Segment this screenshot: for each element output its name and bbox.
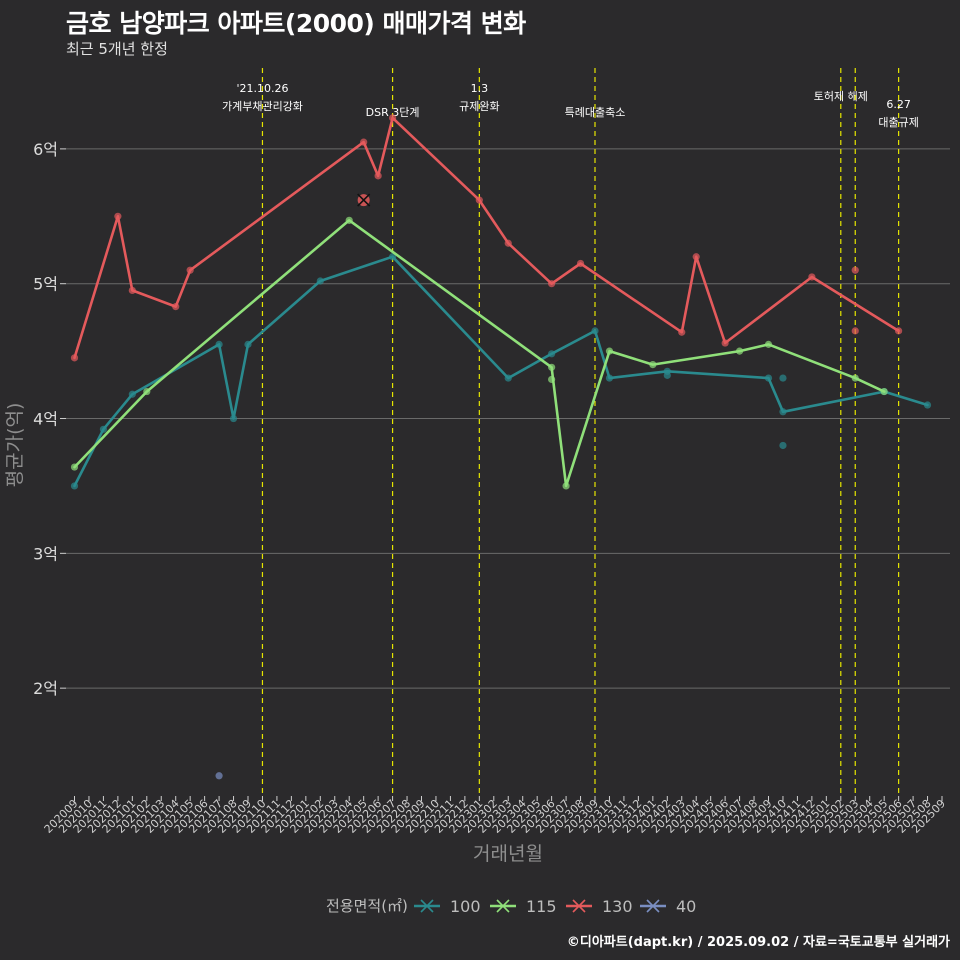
- data-point-115: [764, 340, 773, 348]
- x-axis-title: 거래년월: [473, 843, 543, 865]
- y-axis-ticks: 2억 3억 4억 5억 6억: [33, 140, 66, 698]
- data-point-130: [360, 138, 368, 146]
- data-point-130: [475, 196, 483, 204]
- data-point-130: [504, 239, 512, 247]
- y-tick-label: 2억: [33, 679, 58, 698]
- data-point-115: [345, 216, 353, 224]
- event-label: DSR 3단계: [366, 106, 420, 119]
- data-point-115: [562, 482, 570, 490]
- data-point-100: [779, 408, 787, 416]
- data-point-130: [808, 273, 816, 281]
- data-point-100: [779, 441, 787, 450]
- legend-key-cross: [572, 899, 586, 913]
- legend-label: 40: [676, 897, 696, 916]
- data-point-100: [504, 374, 512, 382]
- legend-label: 115: [526, 897, 557, 916]
- y-tick-label: 5억: [33, 275, 58, 294]
- x-marker-cross: [357, 193, 371, 207]
- data-point-100: [316, 277, 324, 285]
- data-point-130: [128, 286, 136, 295]
- chart-title: 금호 남양파크 아파트(2000) 매매가격 변화: [66, 9, 526, 38]
- legend-key-cross: [496, 899, 510, 913]
- data-point-100: [128, 390, 136, 398]
- event-label: 규제완화: [459, 100, 499, 113]
- data-point-40: [215, 772, 223, 780]
- data-point-100: [215, 340, 223, 348]
- data-point-115: [851, 374, 859, 382]
- data-point-115: [649, 360, 657, 369]
- data-point-130: [721, 339, 729, 347]
- data-point-100: [605, 374, 614, 382]
- legend-title: 전용면적(㎡): [326, 897, 408, 915]
- legend-item-130: 130: [566, 897, 633, 916]
- data-point-115: [880, 387, 888, 396]
- legend-item-100: 100: [414, 897, 481, 916]
- data-point-115: [548, 375, 556, 384]
- data-point-100: [70, 482, 79, 490]
- source-caption: ©디아파트(dapt.kr) / 2025.09.02 / 자료=국토교통부 실…: [566, 935, 950, 950]
- data-point-100: [244, 340, 252, 348]
- grid-lines: [66, 148, 950, 689]
- data-point-100: [229, 414, 238, 423]
- event-label: 가계부채관리강화: [222, 100, 303, 113]
- y-tick-label: 6억: [33, 140, 58, 159]
- data-point-130: [374, 172, 382, 180]
- event-label: 특례대출축소: [565, 106, 626, 119]
- data-point-130: [576, 259, 585, 268]
- event-label: 토허제 해제: [814, 89, 868, 103]
- series-group: [70, 114, 932, 780]
- data-point-100: [388, 253, 397, 261]
- data-point-100: [99, 425, 108, 433]
- event-label: 대출규제: [878, 116, 918, 129]
- event-lines: '21.10.26 가계부채관리강화 DSR 3단계 1.3 규제완화 특례대출축소 토허제…: [222, 68, 919, 796]
- data-point-130: [692, 253, 700, 261]
- data-point-115: [548, 363, 556, 371]
- legend-label: 100: [450, 897, 481, 916]
- data-point-100: [779, 374, 787, 382]
- data-point-130: [186, 266, 194, 274]
- data-point-130: [172, 303, 180, 311]
- x-axis-ticks: 2020092020102020112020122021012021022021…: [42, 796, 948, 836]
- data-point-115: [735, 347, 744, 355]
- data-point-130: [548, 280, 556, 288]
- data-point-130: [895, 327, 903, 335]
- series-line-130: [73, 116, 900, 360]
- data-point-115: [70, 463, 79, 471]
- data-point-100: [548, 350, 556, 358]
- event-label: '21.10.26: [236, 82, 288, 95]
- data-point-130: [851, 266, 859, 274]
- event-label: 1.3: [471, 82, 489, 95]
- data-point-115: [605, 347, 614, 355]
- data-point-100: [923, 401, 932, 409]
- legend: 전용면적(㎡) 100 115 130 40: [326, 897, 696, 916]
- data-point-100: [663, 371, 671, 379]
- y-axis-title: 평균가(억): [4, 403, 26, 488]
- data-point-130: [70, 354, 79, 362]
- event-label: 6.27: [886, 98, 911, 111]
- legend-item-115: 115: [490, 897, 557, 916]
- y-tick-label: 3억: [33, 544, 58, 563]
- data-point-100: [764, 374, 773, 382]
- chart-subtitle: 최근 5개년 한정: [66, 40, 168, 58]
- data-point-130: [851, 327, 859, 335]
- legend-key-cross: [646, 899, 660, 913]
- data-point-130: [388, 114, 397, 122]
- legend-item-40: 40: [640, 897, 696, 916]
- x-marker: [357, 193, 371, 207]
- data-point-130: [678, 328, 686, 336]
- data-point-115: [143, 387, 151, 396]
- y-tick-label: 4억: [33, 410, 58, 429]
- legend-key-cross: [420, 899, 434, 913]
- series-line-100: [73, 255, 929, 488]
- legend-label: 130: [602, 897, 633, 916]
- data-point-100: [591, 327, 599, 335]
- data-point-130: [114, 212, 122, 220]
